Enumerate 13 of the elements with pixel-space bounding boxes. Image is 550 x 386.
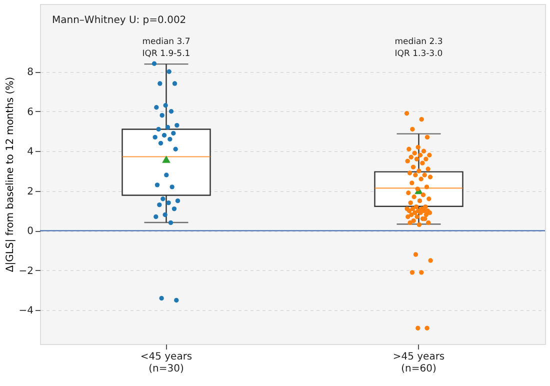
annotation: median 3.7 IQR 1.9-5.1 — [142, 37, 190, 59]
annotation: Mann–Whitney U: p=0.002 — [52, 15, 186, 26]
y-tick-label: −4 — [18, 306, 34, 317]
x-tick-label: <45 years (n=30) — [140, 352, 192, 374]
y-tick-label: −2 — [18, 266, 34, 277]
y-tick-label: 8 — [27, 67, 34, 78]
annotation: median 2.3 IQR 1.3-3.0 — [394, 37, 443, 59]
y-tick-label: 0 — [27, 226, 34, 238]
y-axis-title: Δ|GLS| from baseline to 12 months (%) — [4, 76, 16, 272]
y-tick-label: 6 — [27, 106, 34, 118]
y-tick-label: 2 — [27, 186, 34, 198]
x-tick-label: >45 years (n=60) — [392, 352, 445, 374]
y-tick-label: 4 — [27, 146, 34, 158]
